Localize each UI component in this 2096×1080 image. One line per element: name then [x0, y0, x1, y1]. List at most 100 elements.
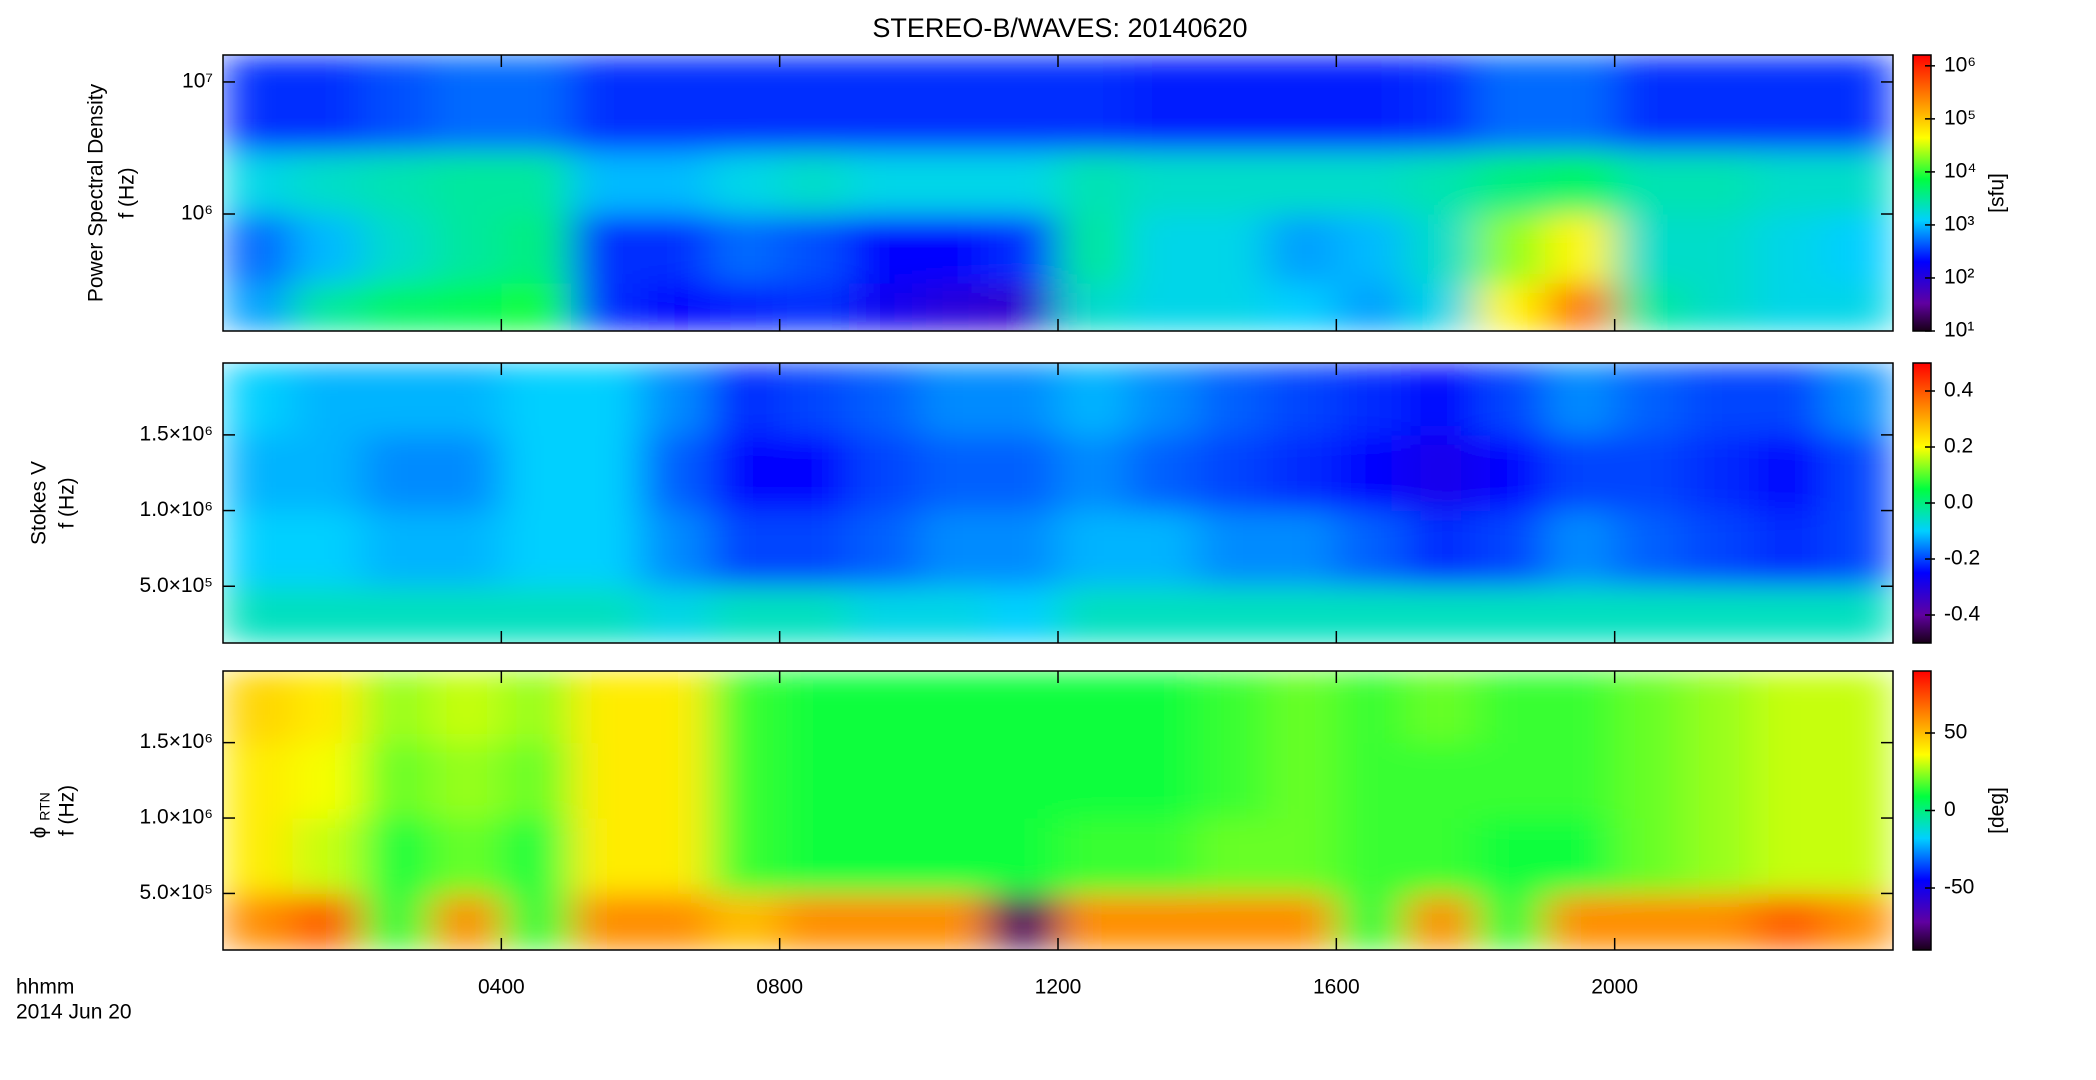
heatmap-cell — [1753, 55, 1824, 152]
heatmap-cell — [988, 283, 1059, 331]
heatmap-cell — [501, 893, 572, 950]
heatmap-cell — [1336, 742, 1407, 819]
heatmap-cell — [1405, 283, 1476, 331]
heatmap-cells — [223, 671, 1893, 950]
heatmap-cell — [1058, 283, 1129, 331]
y-tick-label: 5.0×10⁵ — [139, 574, 213, 597]
heatmap-cell — [1058, 510, 1129, 587]
heatmap-cell — [710, 818, 781, 894]
heatmap-cell — [1475, 510, 1546, 587]
heatmap-cell — [918, 55, 989, 152]
heatmap-cell — [1127, 434, 1198, 512]
heatmap-cell — [1823, 434, 1893, 512]
heatmap-cell — [849, 586, 920, 643]
x-tick-label: 0400 — [478, 976, 525, 999]
heatmap-cell — [1266, 363, 1337, 436]
heatmap-cell — [362, 510, 433, 587]
heatmap-cell — [1405, 818, 1476, 894]
heatmap-cell — [1197, 283, 1268, 331]
heatmap-cell — [1336, 150, 1407, 215]
heatmap-cell — [918, 671, 989, 744]
colorbar-tick-label: -0.2 — [1944, 547, 1980, 570]
heatmap-cell — [1475, 434, 1546, 512]
heatmap-cell — [710, 671, 781, 744]
heatmap-cell — [1545, 586, 1616, 643]
x-tick-label: 2000 — [1591, 976, 1638, 999]
heatmap-cell — [223, 55, 294, 152]
heatmap-cell — [779, 213, 850, 284]
heatmap-cell — [570, 283, 641, 331]
heatmap-cell — [1058, 818, 1129, 894]
heatmap-cell — [1684, 671, 1755, 744]
heatmap-cell — [849, 55, 920, 152]
heatmap-cell — [1614, 283, 1685, 331]
heatmap-cell — [1058, 55, 1129, 152]
heatmap-cell — [223, 742, 294, 819]
heatmap-cell — [640, 283, 711, 331]
heatmap-cell — [1545, 671, 1616, 744]
heatmap-cell — [1405, 434, 1476, 512]
heatmap-cell — [988, 363, 1059, 436]
heatmap-cell — [640, 510, 711, 587]
heatmap-cell — [570, 363, 641, 436]
heatmap-cell — [1545, 818, 1616, 894]
colorbar-tick-label: 10⁶ — [1944, 53, 1976, 76]
heatmap-cell — [1336, 434, 1407, 512]
heatmap-cell — [849, 818, 920, 894]
heatmap-cell — [1405, 671, 1476, 744]
heatmap-cell — [431, 283, 502, 331]
heatmap-cell — [1684, 283, 1755, 331]
heatmap-cell — [1475, 55, 1546, 152]
colorbar — [1912, 54, 1932, 332]
heatmap-cell — [501, 55, 572, 152]
heatmap-cell — [223, 818, 294, 894]
heatmap-cell — [292, 150, 363, 215]
heatmap-cell — [1058, 671, 1129, 744]
heatmap-cell — [570, 893, 641, 950]
y-tick-label: 5.0×10⁵ — [139, 881, 213, 904]
heatmap-cell — [362, 586, 433, 643]
heatmap-cell — [362, 55, 433, 152]
heatmap-cell — [570, 213, 641, 284]
heatmap-cell — [362, 363, 433, 436]
heatmap-cell — [988, 55, 1059, 152]
heatmap-cell — [431, 893, 502, 950]
heatmap-cell — [1614, 150, 1685, 215]
heatmap-cell — [1336, 893, 1407, 950]
heatmap-cell — [362, 818, 433, 894]
heatmap-cell — [1197, 742, 1268, 819]
heatmap-cell — [1823, 671, 1893, 744]
heatmap-cell — [292, 213, 363, 284]
heatmap-cell — [292, 671, 363, 744]
heatmap-cell — [1197, 893, 1268, 950]
heatmap-cell — [431, 150, 502, 215]
heatmap-cell — [1197, 150, 1268, 215]
heatmap-cell — [988, 671, 1059, 744]
heatmap-cell — [1545, 893, 1616, 950]
heatmap-cell — [501, 213, 572, 284]
heatmap-cell — [710, 893, 781, 950]
heatmap-cell — [918, 818, 989, 894]
heatmap-cell — [640, 671, 711, 744]
heatmap-cell — [1266, 213, 1337, 284]
heatmap-cell — [1684, 363, 1755, 436]
colorbar-tick-label: 50 — [1944, 721, 1967, 744]
heatmap-cell — [640, 363, 711, 436]
heatmap-cell — [1197, 510, 1268, 587]
heatmap-cell — [1753, 893, 1824, 950]
heatmap-cell — [1336, 55, 1407, 152]
heatmap-cell — [570, 671, 641, 744]
heatmap-cell — [1405, 150, 1476, 215]
heatmap-cell — [1823, 893, 1893, 950]
heatmap-cell — [779, 55, 850, 152]
heatmap-cell — [849, 434, 920, 512]
heatmap-cell — [1753, 213, 1824, 284]
heatmap-cell — [1545, 283, 1616, 331]
colorbar-tick-label: 10³ — [1944, 212, 1974, 235]
heatmap-cell — [779, 586, 850, 643]
colorbar-tick-label: 0.2 — [1944, 435, 1973, 458]
heatmap-cell — [1614, 671, 1685, 744]
heatmap-cell — [362, 893, 433, 950]
heatmap-cell — [431, 510, 502, 587]
heatmap-cell — [570, 586, 641, 643]
